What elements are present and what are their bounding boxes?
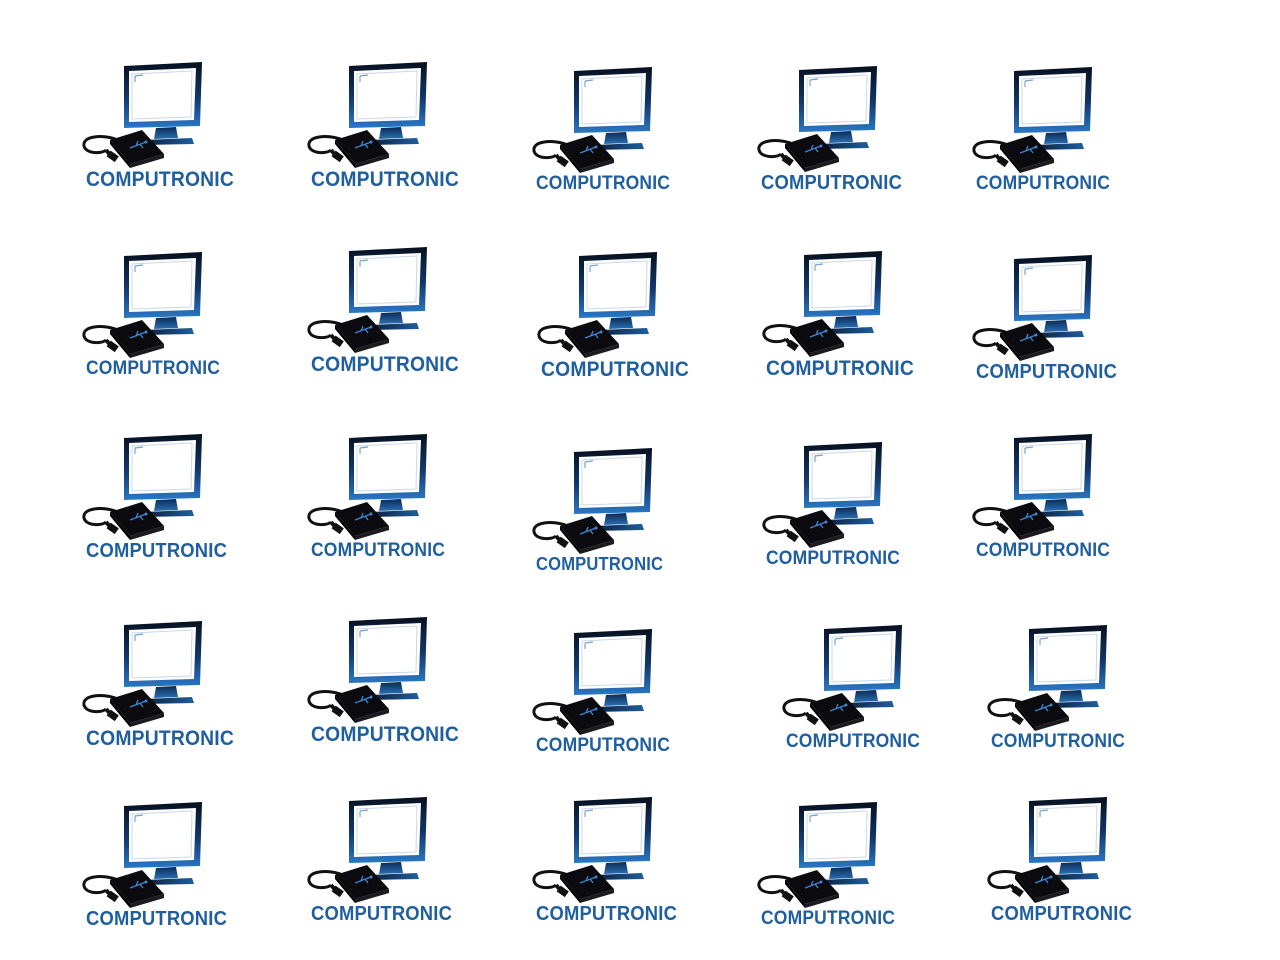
logo-tile: COMPUTRONIC <box>80 60 260 210</box>
logo-wordmark: COMPUTRONIC <box>536 735 671 756</box>
computer-monitor-with-usb-drive-icon <box>305 795 485 905</box>
logo-tile: COMPUTRONIC <box>535 250 715 400</box>
logo-tile: COMPUTRONIC <box>530 65 710 215</box>
logo-wordmark: COMPUTRONIC <box>536 173 671 194</box>
logo-tile: COMPUTRONIC <box>760 440 940 590</box>
logo-wordmark: COMPUTRONIC <box>761 172 903 194</box>
logo-wordmark: COMPUTRONIC <box>976 173 1111 194</box>
logo-tile: COMPUTRONIC <box>760 249 940 399</box>
logo-tile: COMPUTRONIC <box>970 65 1150 215</box>
logo-tile: COMPUTRONIC <box>80 619 260 769</box>
logo-wordmark: COMPUTRONIC <box>536 554 664 574</box>
computer-monitor-with-usb-drive-icon <box>80 60 260 170</box>
logo-tile: COMPUTRONIC <box>780 623 960 773</box>
logo-tile: COMPUTRONIC <box>970 432 1150 582</box>
logo-wordmark: COMPUTRONIC <box>311 168 459 191</box>
logo-wordmark: COMPUTRONIC <box>86 908 228 930</box>
logo-wordmark: COMPUTRONIC <box>86 540 228 562</box>
computer-monitor-with-usb-drive-icon <box>80 619 260 729</box>
logo-tile: COMPUTRONIC <box>530 446 710 596</box>
logo-wordmark: COMPUTRONIC <box>311 540 446 561</box>
logo-wordmark: COMPUTRONIC <box>766 548 901 569</box>
logo-wordmark: COMPUTRONIC <box>786 731 921 752</box>
logo-wordmark: COMPUTRONIC <box>991 731 1126 752</box>
logo-wordmark: COMPUTRONIC <box>541 358 689 381</box>
logo-tile: COMPUTRONIC <box>755 64 935 214</box>
computer-monitor-with-usb-drive-icon <box>305 432 485 542</box>
logo-tile: COMPUTRONIC <box>80 432 260 582</box>
computer-monitor-with-usb-drive-icon <box>530 65 710 175</box>
logo-wordmark: COMPUTRONIC <box>976 540 1111 561</box>
computer-monitor-with-usb-drive-icon <box>530 446 710 556</box>
logo-tile: COMPUTRONIC <box>305 245 485 395</box>
logo-wordmark: COMPUTRONIC <box>991 903 1133 925</box>
logo-wordmark: COMPUTRONIC <box>86 727 234 750</box>
logo-tile: COMPUTRONIC <box>305 615 485 765</box>
logo-tile: COMPUTRONIC <box>80 250 260 400</box>
logo-tile: COMPUTRONIC <box>305 432 485 582</box>
logo-wordmark: COMPUTRONIC <box>766 357 914 380</box>
computer-monitor-with-usb-drive-icon <box>305 60 485 170</box>
logo-wordmark: COMPUTRONIC <box>311 353 459 376</box>
computer-monitor-with-usb-drive-icon <box>80 800 260 910</box>
logo-tile: COMPUTRONIC <box>755 800 935 950</box>
logo-tile: COMPUTRONIC <box>80 800 260 950</box>
computer-monitor-with-usb-drive-icon <box>755 64 935 174</box>
logo-tile: COMPUTRONIC <box>305 60 485 210</box>
logo-wordmark: COMPUTRONIC <box>86 358 221 379</box>
computer-monitor-with-usb-drive-icon <box>760 249 940 359</box>
logo-tile: COMPUTRONIC <box>530 795 710 945</box>
computer-monitor-with-usb-drive-icon <box>80 432 260 542</box>
computer-monitor-with-usb-drive-icon <box>530 795 710 905</box>
logo-tile: COMPUTRONIC <box>985 795 1165 945</box>
computer-monitor-with-usb-drive-icon <box>985 623 1165 733</box>
logo-wordmark: COMPUTRONIC <box>86 168 234 191</box>
computer-monitor-with-usb-drive-icon <box>80 250 260 360</box>
computer-monitor-with-usb-drive-icon <box>970 65 1150 175</box>
computer-monitor-with-usb-drive-icon <box>780 623 960 733</box>
logo-wordmark: COMPUTRONIC <box>311 903 453 925</box>
logo-wordmark: COMPUTRONIC <box>311 723 459 746</box>
computer-monitor-with-usb-drive-icon <box>970 432 1150 542</box>
computer-monitor-with-usb-drive-icon <box>530 627 710 737</box>
logo-tile: COMPUTRONIC <box>970 253 1150 403</box>
logo-wordmark: COMPUTRONIC <box>536 903 678 925</box>
logo-tile: COMPUTRONIC <box>985 623 1165 773</box>
computer-monitor-with-usb-drive-icon <box>755 800 935 910</box>
logo-wordmark: COMPUTRONIC <box>761 908 896 929</box>
logo-tile: COMPUTRONIC <box>530 627 710 777</box>
computer-monitor-with-usb-drive-icon <box>305 615 485 725</box>
computer-monitor-with-usb-drive-icon <box>305 245 485 355</box>
computer-monitor-with-usb-drive-icon <box>985 795 1165 905</box>
logo-wordmark: COMPUTRONIC <box>976 361 1118 383</box>
computer-monitor-with-usb-drive-icon <box>535 250 715 360</box>
logo-tile: COMPUTRONIC <box>305 795 485 945</box>
computer-monitor-with-usb-drive-icon <box>970 253 1150 363</box>
computer-monitor-with-usb-drive-icon <box>760 440 940 550</box>
